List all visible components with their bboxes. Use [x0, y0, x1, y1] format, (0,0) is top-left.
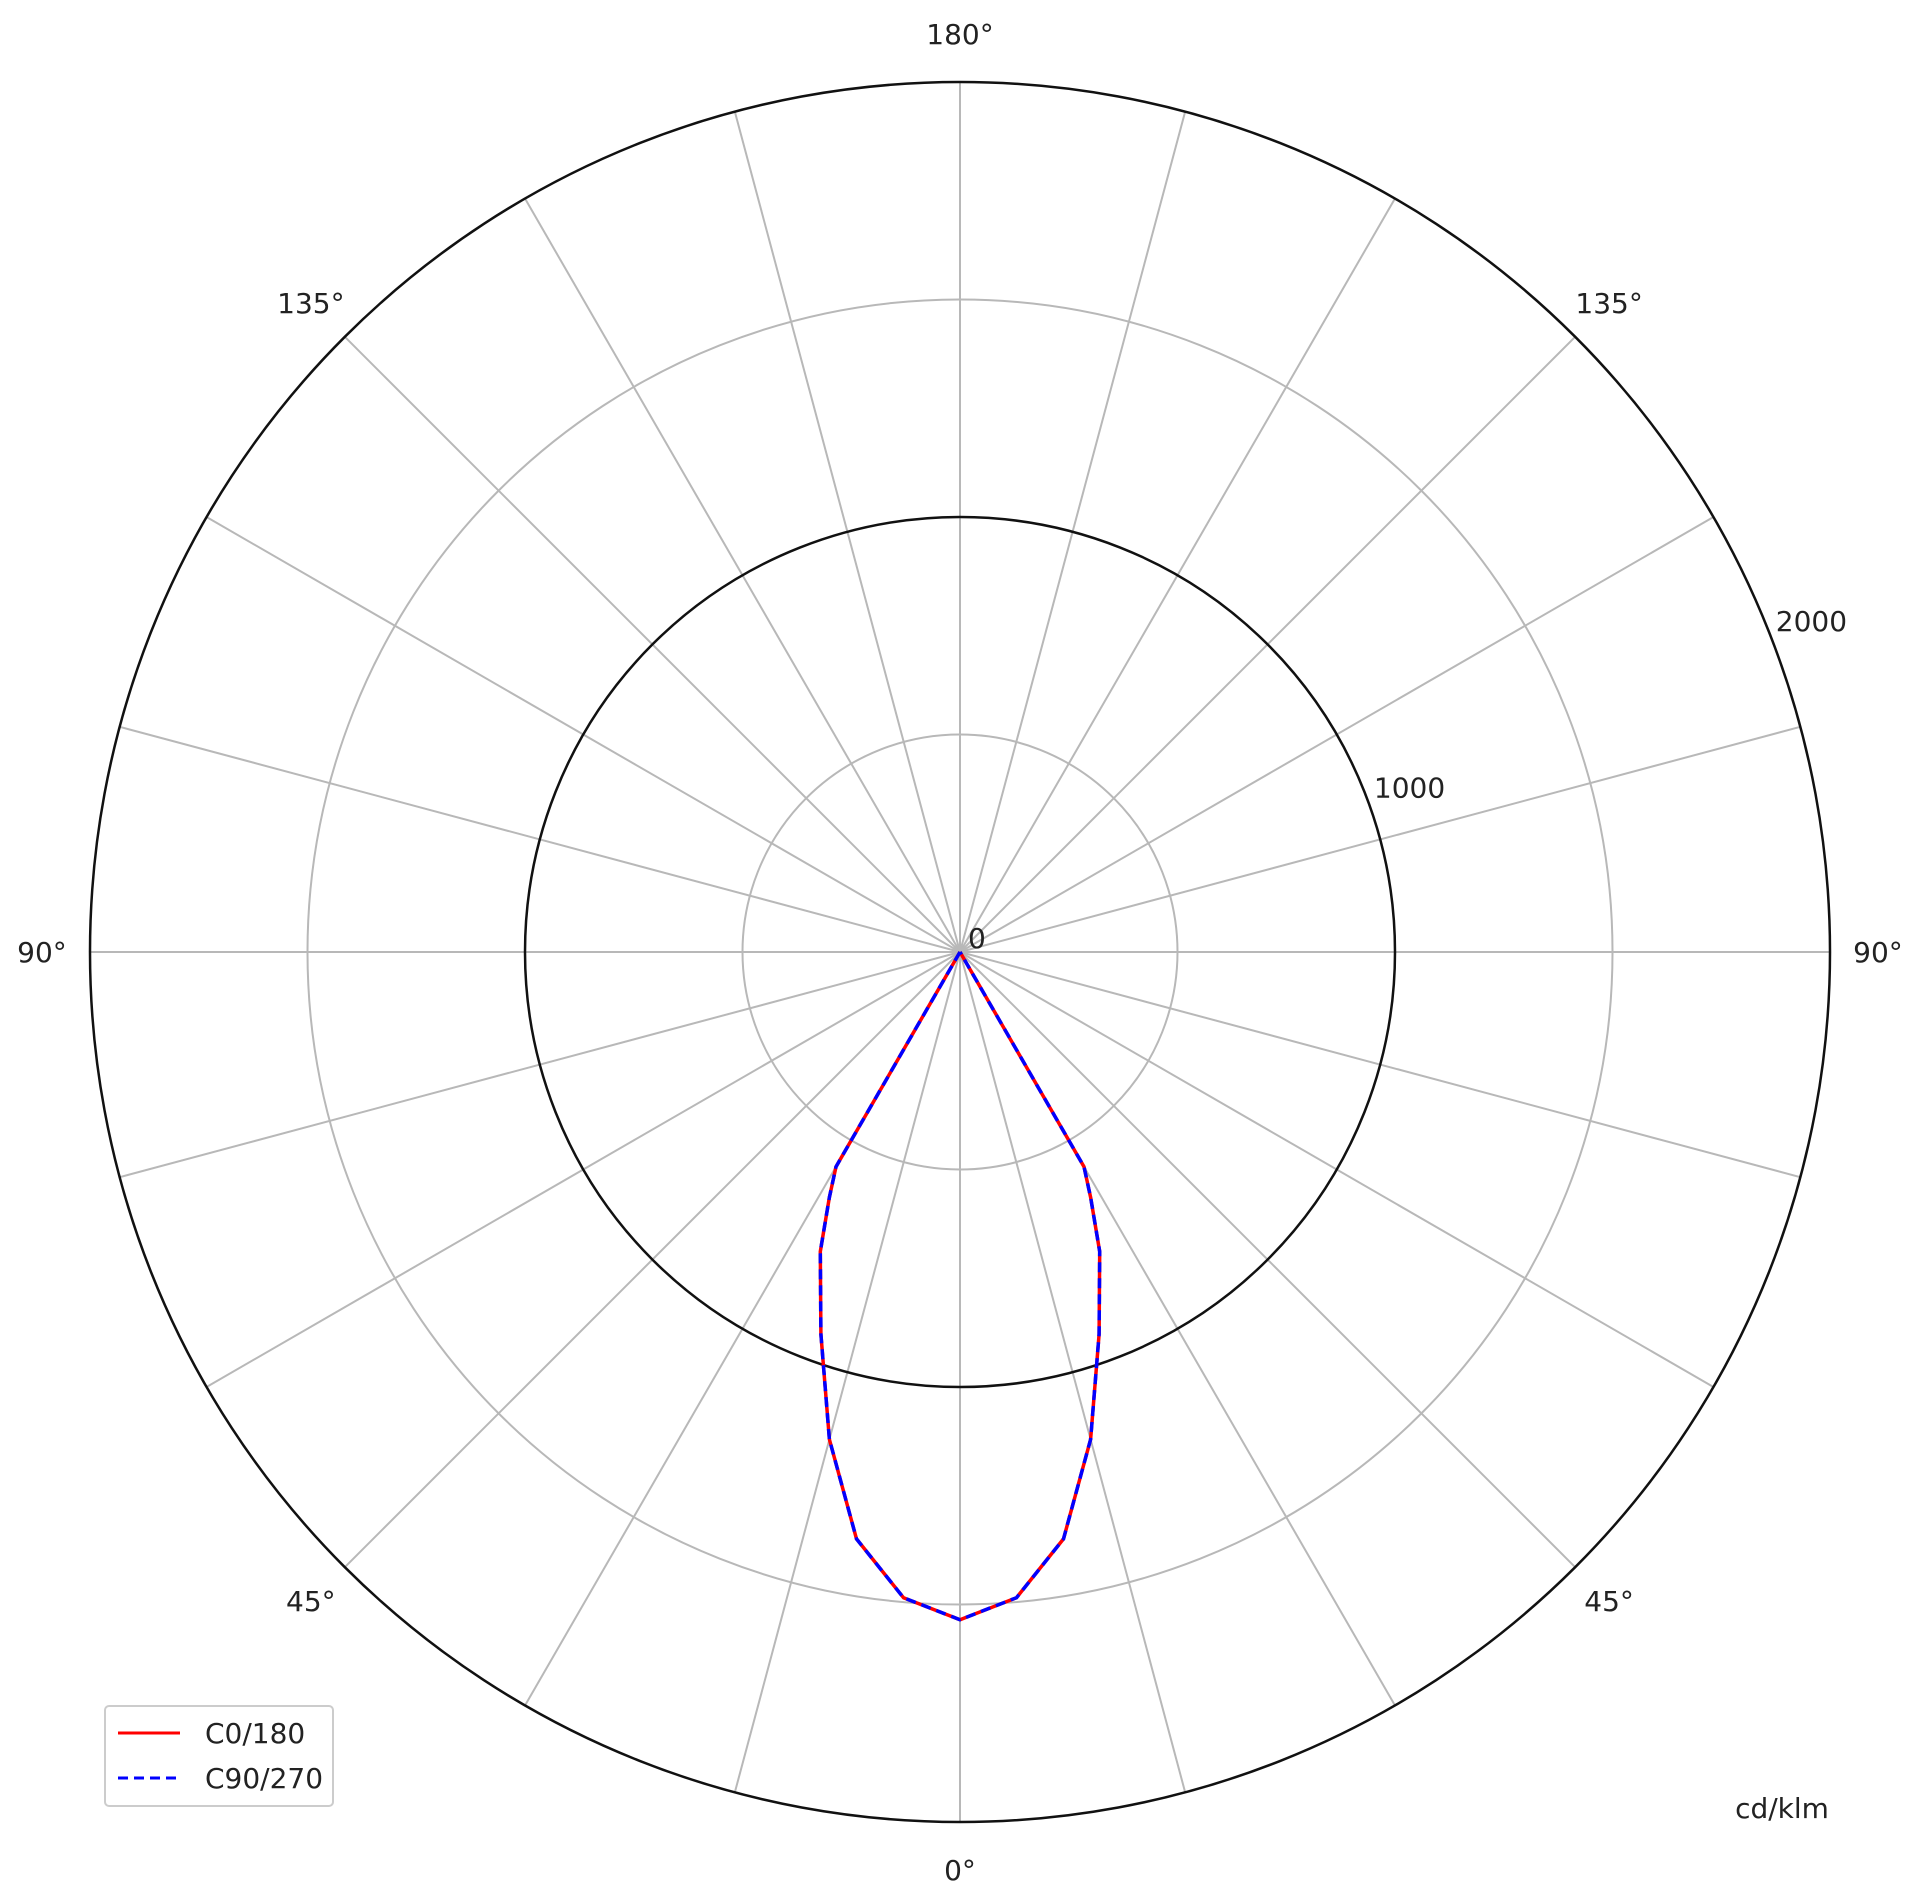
angle-label: 0°: [944, 1854, 976, 1887]
legend-label-c90: C90/270: [205, 1762, 323, 1795]
unit-label: cd/klm: [1735, 1792, 1829, 1825]
angle-label: 180°: [926, 18, 993, 51]
angle-label: 135°: [277, 287, 344, 320]
radial-labels: 0 1000 2000: [968, 605, 1847, 955]
legend-label-c0: C0/180: [205, 1717, 305, 1750]
radial-gridline: [523, 515, 1397, 1389]
angle-label: 45°: [1584, 1585, 1634, 1618]
angle-label: 135°: [1575, 287, 1642, 320]
radial-tick-label: 2000: [1776, 605, 1847, 638]
angle-label: 45°: [286, 1585, 336, 1618]
grid: [88, 80, 1832, 1824]
radial-tick-label: 0: [968, 922, 986, 955]
radial-tick-label: 1000: [1374, 772, 1445, 805]
legend-box: [104, 1705, 334, 1807]
curves: [818, 951, 1102, 1622]
legend: C0/180 C90/270: [104, 1705, 334, 1807]
radial-gridline: [88, 80, 1832, 1824]
angle-labels: 180° 135° 135° 90° 90° 45° 45° 0°: [17, 18, 1903, 1887]
radial-gridline: [306, 298, 1614, 1606]
angle-label: 90°: [17, 936, 67, 969]
radial-gridline: [741, 733, 1179, 1171]
angle-label: 90°: [1853, 936, 1903, 969]
